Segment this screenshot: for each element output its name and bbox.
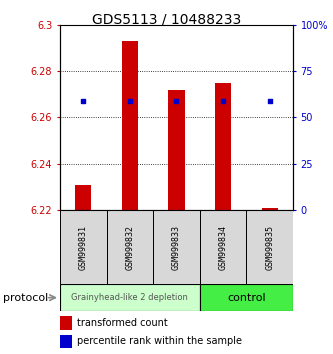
Bar [168, 90, 184, 210]
Bar [122, 41, 138, 210]
Point [174, 98, 179, 104]
Bar [262, 208, 278, 210]
Text: GSM999835: GSM999835 [265, 225, 274, 270]
Text: protocol: protocol [3, 293, 49, 303]
Point [267, 98, 272, 104]
Bar [200, 284, 293, 311]
Bar [107, 210, 153, 284]
Bar [153, 210, 200, 284]
Bar [60, 210, 107, 284]
Text: GSM999832: GSM999832 [125, 225, 135, 270]
Bar [60, 316, 72, 330]
Text: GSM999833: GSM999833 [172, 225, 181, 270]
Bar [60, 335, 72, 348]
Text: transformed count: transformed count [77, 318, 168, 328]
Bar [75, 185, 91, 210]
Text: GSM999831: GSM999831 [79, 225, 88, 270]
Bar [200, 210, 246, 284]
Point [81, 98, 86, 104]
Text: control: control [227, 293, 266, 303]
Text: GDS5113 / 10488233: GDS5113 / 10488233 [92, 12, 241, 27]
Text: percentile rank within the sample: percentile rank within the sample [77, 336, 242, 346]
Text: GSM999834: GSM999834 [218, 225, 228, 270]
Text: Grainyhead-like 2 depletion: Grainyhead-like 2 depletion [72, 293, 188, 302]
Point [127, 98, 133, 104]
Bar [60, 284, 200, 311]
Bar [215, 83, 231, 210]
Bar [246, 210, 293, 284]
Point [220, 98, 226, 104]
